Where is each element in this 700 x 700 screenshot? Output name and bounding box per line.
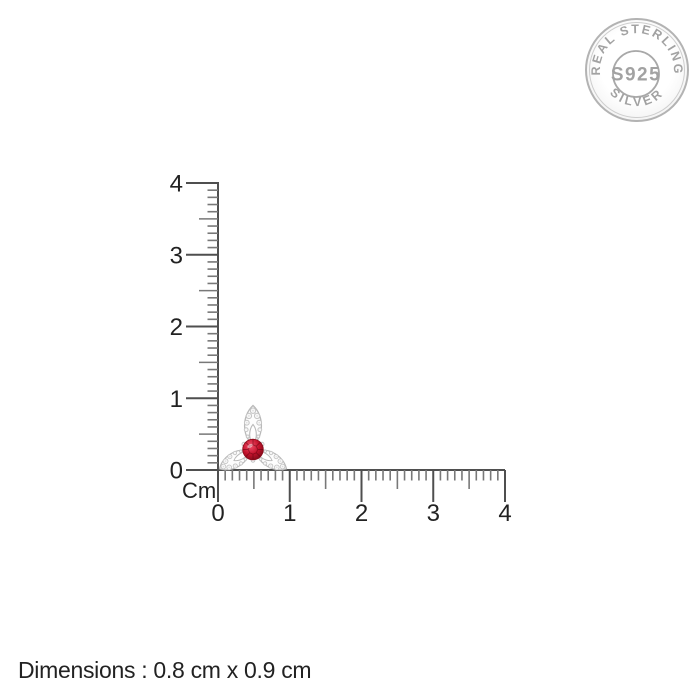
red-gemstone	[242, 438, 264, 461]
trinity-flower-red-gemstone-earring	[215, 404, 291, 477]
ruler-v-label-4: 4	[170, 171, 183, 198]
ruler-v-label-2: 2	[170, 314, 183, 341]
ruler-v-label-0: 0	[170, 458, 183, 485]
ruler-h-label-3: 3	[427, 500, 440, 527]
ruler-v-label-3: 3	[170, 242, 183, 269]
ruler-vertical-ticks	[186, 182, 218, 471]
ruler-h-label-2: 2	[355, 500, 368, 527]
badge-outer-ring	[585, 18, 689, 122]
ruler-h-label-4: 4	[498, 500, 511, 527]
ruler-horizontal-ticks	[217, 470, 506, 502]
ruler-vertical-labels: 0 1 2 3 4	[170, 171, 183, 485]
ruler: 0 1 2 3 4 0 1 2 3 4 Cm	[170, 171, 512, 528]
badge-second-ring	[589, 22, 685, 118]
sterling-badge: REAL STERLING SILVER S925	[585, 18, 689, 122]
ruler-v-label-1: 1	[170, 386, 183, 413]
dimensions-text: Dimensions : 0.8 cm x 0.9 cm	[18, 657, 312, 683]
badge-center-text: S925	[611, 65, 661, 86]
ruler-unit-label: Cm	[182, 478, 216, 503]
ruler-h-label-0: 0	[211, 500, 224, 527]
ruler-horizontal-labels: 0 1 2 3 4	[211, 500, 511, 527]
ruler-h-label-1: 1	[283, 500, 296, 527]
badge-inner-ring	[612, 50, 660, 98]
